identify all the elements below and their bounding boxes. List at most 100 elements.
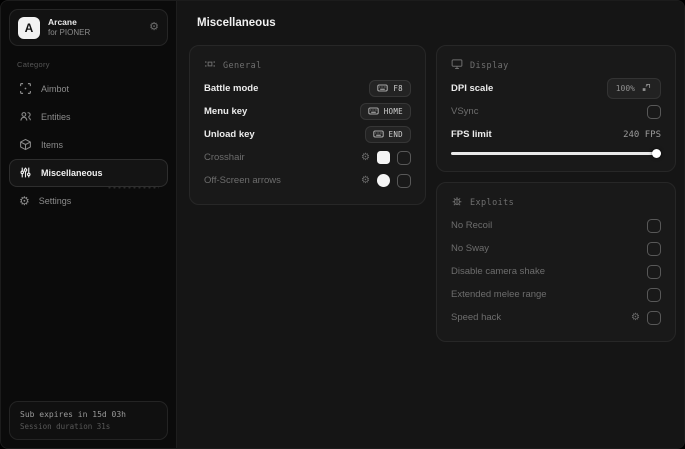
sidebar-item-entities[interactable]: Entities xyxy=(9,103,168,131)
settings-gear-icon[interactable]: ⚙ xyxy=(361,174,370,186)
no-recoil-label: No Recoil xyxy=(451,220,493,231)
monitor-icon xyxy=(451,58,463,73)
sidebar-item-items[interactable]: Items xyxy=(9,131,168,159)
vsync-row: VSync xyxy=(451,100,661,123)
app-meta: Arcane for PIONER xyxy=(48,17,141,38)
speed-hack-checkbox[interactable] xyxy=(647,310,661,325)
extended-melee-range-checkbox[interactable] xyxy=(647,287,661,302)
keyboard-icon xyxy=(372,130,384,140)
battle-mode-keybind[interactable]: F8 xyxy=(369,80,411,97)
keybind-value: HOME xyxy=(383,107,403,116)
offscreen-arrows-checkbox[interactable] xyxy=(397,173,411,188)
app-subtitle: for PIONER xyxy=(48,27,91,37)
sidebar-item-label: Aimbot xyxy=(41,84,70,94)
keybind-value: F8 xyxy=(393,84,403,93)
extended-melee-range-row: Extended melee range xyxy=(451,283,661,306)
crosshair-color-swatch[interactable] xyxy=(377,151,390,164)
offscreen-arrows-color-swatch[interactable] xyxy=(377,174,390,187)
no-sway-row: No Sway xyxy=(451,237,661,260)
sidebar-item-label: Settings xyxy=(38,196,72,206)
general-card-header: General xyxy=(204,58,411,73)
dpi-scale-value: 100% xyxy=(615,84,635,93)
sidebar: A Arcane for PIONER ⚙ Category Aimbot xyxy=(1,1,177,448)
scale-icon xyxy=(641,82,652,95)
slider-knob[interactable] xyxy=(652,149,661,158)
battle-mode-row: Battle mode F8 xyxy=(204,77,411,100)
display-card-title: Display xyxy=(470,60,509,71)
keybind-value: END xyxy=(388,130,403,139)
crosshair-label: Crosshair xyxy=(204,152,245,163)
exploits-card: Exploits No Recoil No Sway Disable camer… xyxy=(436,182,676,342)
bug-icon xyxy=(451,195,463,210)
exploits-card-header: Exploits xyxy=(451,195,661,210)
keyboard-icon xyxy=(368,107,379,117)
gear-icon: ⚙ xyxy=(19,194,30,208)
vsync-checkbox[interactable] xyxy=(647,104,661,119)
battle-mode-label: Battle mode xyxy=(204,83,259,94)
sidebar-item-aimbot[interactable]: Aimbot xyxy=(9,75,168,103)
menu-key-keybind[interactable]: HOME xyxy=(359,103,411,120)
subscription-card: Sub expires in 15d 03h Session duration … xyxy=(9,400,168,440)
no-sway-checkbox[interactable] xyxy=(647,241,661,256)
no-recoil-checkbox[interactable] xyxy=(647,218,661,233)
menu-key-label: Menu key xyxy=(204,106,248,117)
sidebar-item-miscellaneous[interactable]: Miscellaneous xyxy=(9,159,168,190)
slider-fill xyxy=(451,152,661,155)
page-title: Miscellaneous xyxy=(197,17,276,29)
fps-limit-value: 240 FPS xyxy=(623,129,661,140)
app-header-card: A Arcane for PIONER ⚙ xyxy=(9,9,168,46)
display-card-header: Display xyxy=(451,58,661,73)
crosshair-checkbox[interactable] xyxy=(397,150,411,165)
dpi-scale-row: DPI scale 100% xyxy=(451,77,661,100)
main-panel: Miscellaneous General xyxy=(177,1,684,448)
keyboard-icon xyxy=(377,84,388,94)
offscreen-arrows-row: Off-Screen arrows ⚙ xyxy=(204,169,411,192)
no-recoil-row: No Recoil xyxy=(451,214,661,237)
fps-limit-label: FPS limit xyxy=(451,129,492,140)
general-card: General Battle mode F8 xyxy=(189,45,426,205)
speed-hack-label: Speed hack xyxy=(451,312,502,323)
app-logo: A xyxy=(18,16,40,39)
crosshair-icon xyxy=(19,82,32,97)
disable-camera-shake-row: Disable camera shake xyxy=(451,260,661,283)
unload-key-row: Unload key END xyxy=(204,123,411,146)
general-card-title: General xyxy=(223,60,262,71)
fps-limit-slider[interactable] xyxy=(451,148,661,158)
menu-key-row: Menu key HOME xyxy=(204,100,411,123)
entities-icon xyxy=(19,110,32,125)
session-duration-text: Session duration 31s xyxy=(20,421,111,431)
gear-icon[interactable]: ⚙ xyxy=(149,21,159,33)
crosshair-row: Crosshair ⚙ xyxy=(204,146,411,169)
unload-key-keybind[interactable]: END xyxy=(364,126,411,143)
sidebar-item-label: Miscellaneous xyxy=(41,168,103,178)
settings-gear-icon[interactable]: ⚙ xyxy=(361,151,370,163)
unload-key-label: Unload key xyxy=(204,129,255,140)
sidebar-item-label: Entities xyxy=(41,112,71,122)
sidebar-item-label: Items xyxy=(41,140,64,150)
dots-decoration xyxy=(107,185,159,190)
content-grid: General Battle mode F8 xyxy=(177,39,684,348)
cube-icon xyxy=(19,138,32,153)
fps-limit-row: FPS limit 240 FPS xyxy=(451,123,661,146)
dpi-scale-dropdown[interactable]: 100% xyxy=(606,78,661,99)
category-label: Category xyxy=(17,60,50,69)
sidebar-spacer xyxy=(9,215,168,401)
sidebar-item-settings[interactable]: ⚙ Settings xyxy=(9,187,168,215)
app-name: Arcane xyxy=(48,17,77,28)
speed-hack-row: Speed hack ⚙ xyxy=(451,306,661,329)
offscreen-arrows-label: Off-Screen arrows xyxy=(204,175,281,186)
sliders-icon xyxy=(19,166,32,181)
disable-camera-shake-label: Disable camera shake xyxy=(451,266,545,277)
sub-expiry-text: Sub expires in 15d 03h xyxy=(20,409,126,419)
vsync-label: VSync xyxy=(451,106,479,117)
sidebar-nav: Aimbot Entities xyxy=(9,75,168,215)
settings-gear-icon[interactable]: ⚙ xyxy=(631,311,640,323)
exploits-card-title: Exploits xyxy=(470,197,515,208)
extended-melee-range-label: Extended melee range xyxy=(451,289,547,300)
display-card: Display DPI scale 100% xyxy=(436,45,676,172)
grid-icon xyxy=(204,58,216,73)
dpi-scale-label: DPI scale xyxy=(451,83,494,94)
disable-camera-shake-checkbox[interactable] xyxy=(647,264,661,279)
no-sway-label: No Sway xyxy=(451,243,490,254)
